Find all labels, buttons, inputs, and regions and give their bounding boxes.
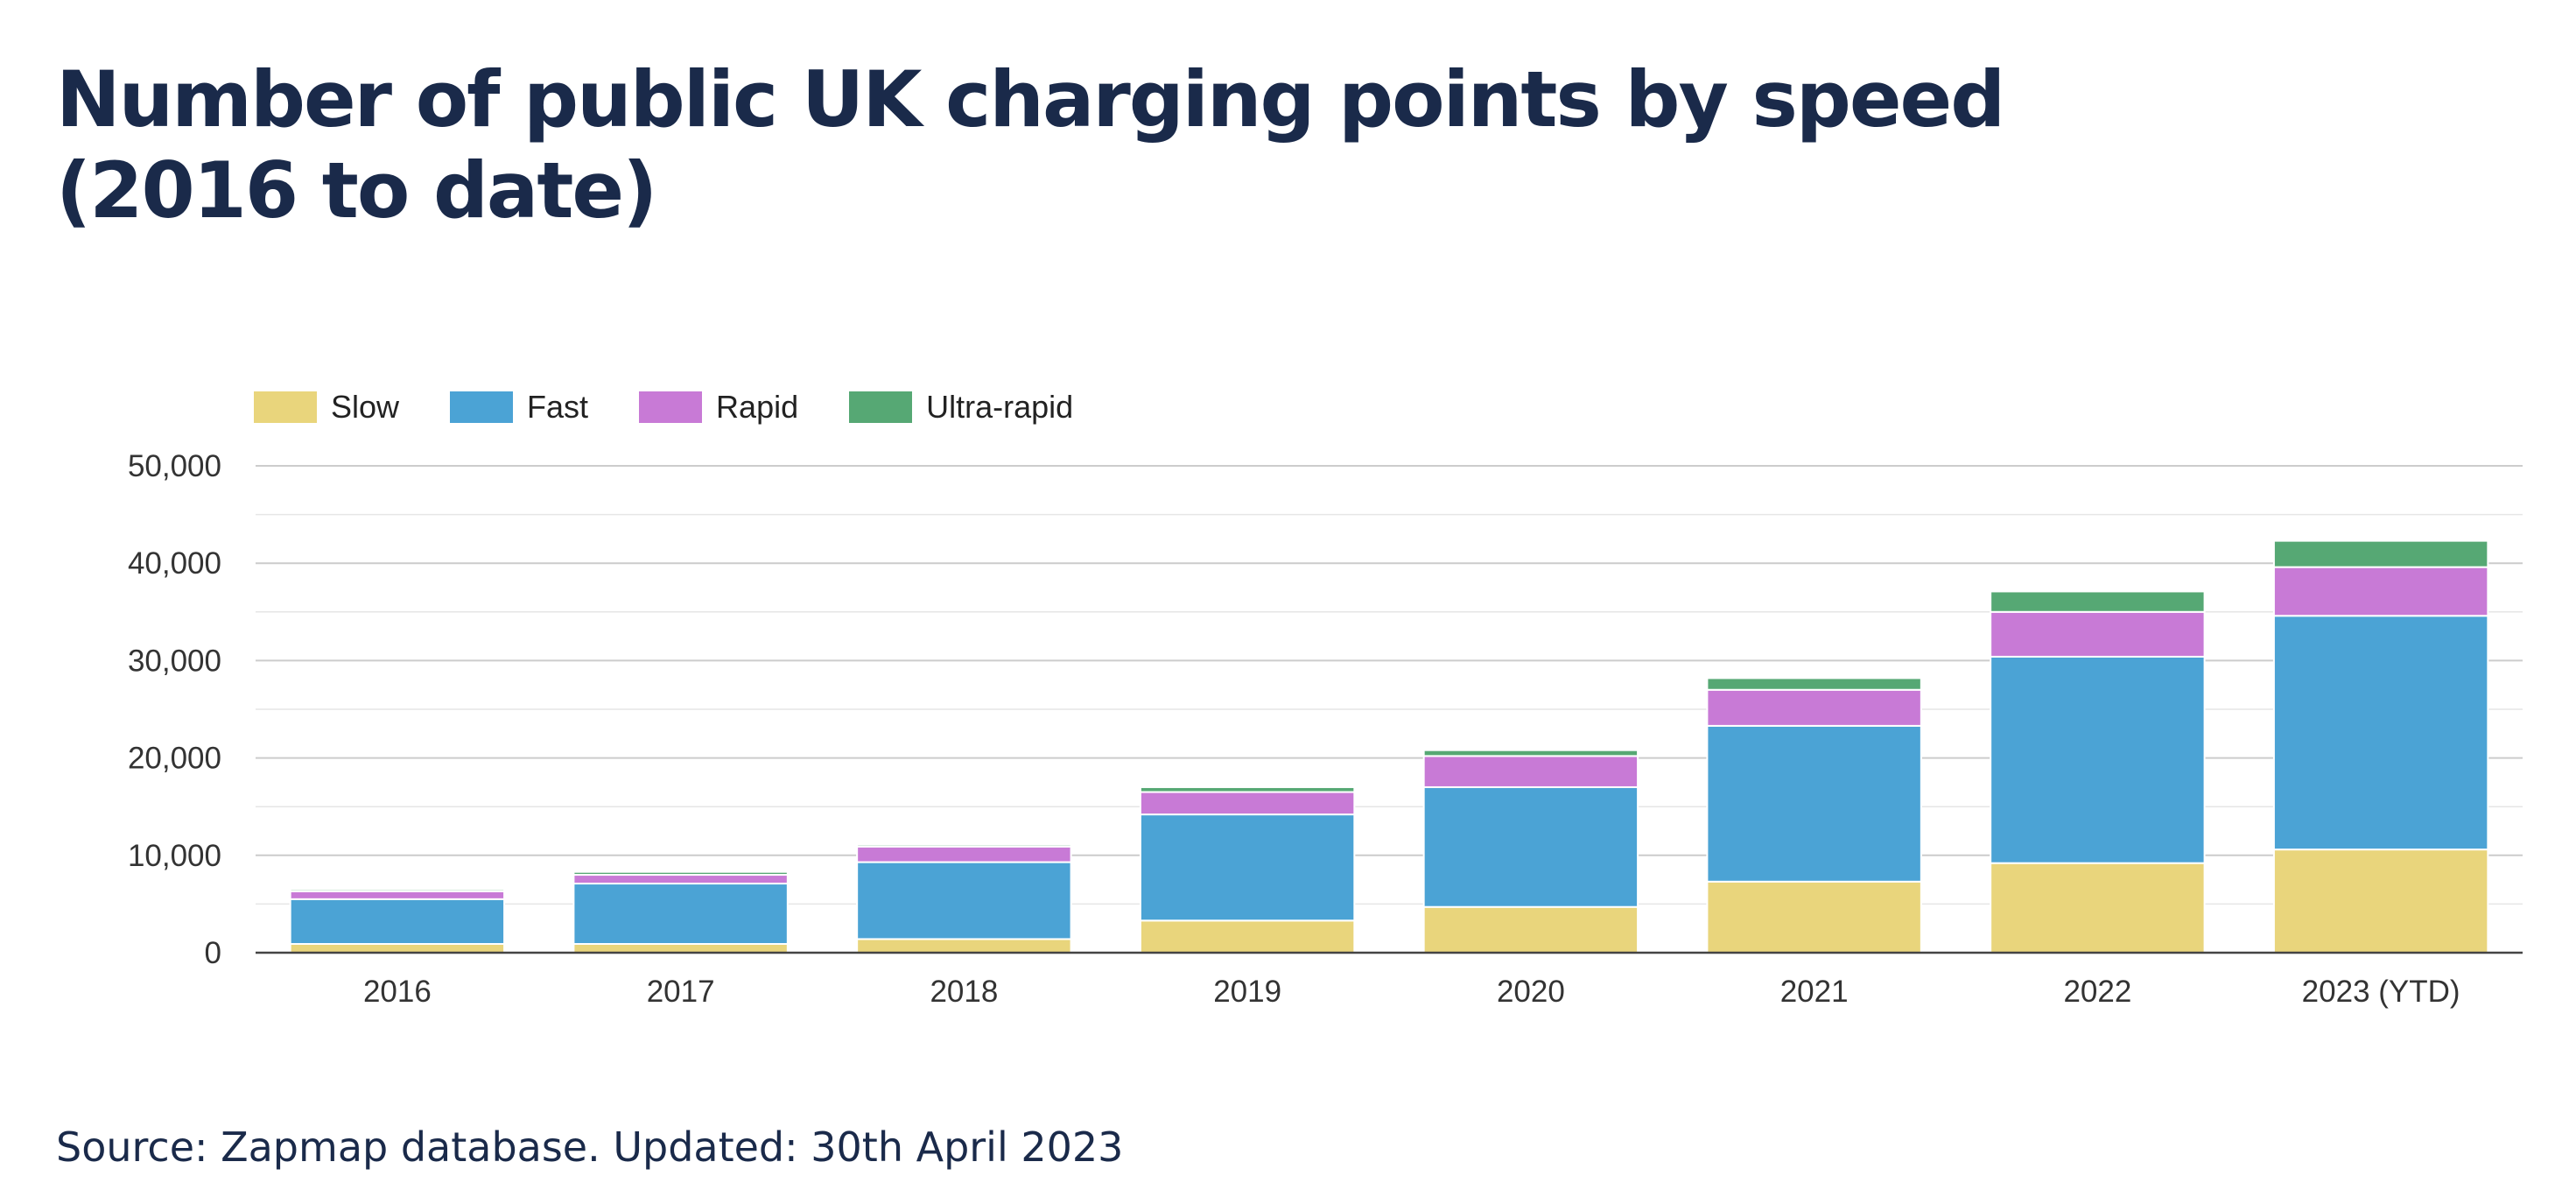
x-tick-label: 2020 [1497, 975, 1565, 1009]
legend-item-ultra-rapid[interactable]: Ultra-rapid [849, 389, 1073, 426]
bars [289, 539, 2489, 954]
bar-segment-ultra-rapid-2016[interactable] [289, 888, 506, 892]
y-tick-label: 20,000 [128, 742, 221, 776]
y-tick-label: 50,000 [128, 449, 221, 483]
bar-segment-rapid-2017[interactable] [572, 874, 789, 885]
y-tick-label: 40,000 [128, 546, 221, 581]
source-note: Source: Zapmap database. Updated: 30th A… [56, 1123, 1124, 1171]
x-tick-label: 2018 [930, 975, 998, 1009]
bar-segment-ultra-rapid-2021[interactable] [1706, 677, 1922, 691]
y-tick-label: 0 [205, 936, 221, 970]
x-tick-label: 2021 [1780, 975, 1849, 1009]
legend-swatch-ultra-rapid [849, 391, 913, 423]
x-tick-label: 2023 (YTD) [2302, 975, 2460, 1009]
bar-segment-slow-2023-ytd[interactable] [2272, 848, 2489, 954]
bar-segment-ultra-rapid-2020[interactable] [1422, 749, 1639, 757]
bar-segment-fast-2018[interactable] [856, 861, 1072, 940]
bar-segment-slow-2020[interactable] [1422, 905, 1639, 954]
bar-segment-ultra-rapid-2018[interactable] [856, 843, 1072, 848]
bar-segment-slow-2016[interactable] [289, 942, 506, 954]
x-tick-label: 2016 [363, 975, 432, 1009]
x-tick-label: 2017 [647, 975, 715, 1009]
y-tick-label: 10,000 [128, 839, 221, 873]
bar-segment-slow-2018[interactable] [856, 938, 1072, 954]
legend-swatch-fast [450, 391, 514, 423]
bar-segment-slow-2017[interactable] [572, 942, 789, 954]
bar-segment-ultra-rapid-2023-ytd[interactable] [2272, 539, 2489, 568]
bar-segment-rapid-2020[interactable] [1422, 755, 1639, 788]
x-tick-label: 2019 [1213, 975, 1281, 1009]
legend-label-ultra-rapid: Ultra-rapid [926, 389, 1074, 425]
bar-segment-rapid-2018[interactable] [856, 845, 1072, 863]
bar-segment-rapid-2022[interactable] [1990, 610, 2206, 658]
bar-segment-rapid-2023-ytd[interactable] [2272, 566, 2489, 617]
bar-segment-slow-2022[interactable] [1990, 862, 2206, 954]
bar-segment-ultra-rapid-2022[interactable] [1990, 590, 2206, 613]
legend-swatch-slow [254, 391, 317, 423]
legend-item-slow[interactable]: Slow [254, 389, 399, 426]
chart-title-line-1: Number of public UK charging points by s… [56, 54, 2005, 144]
bar-segment-fast-2019[interactable] [1139, 813, 1356, 922]
x-tick-label: 2022 [2063, 975, 2131, 1009]
bar-segment-fast-2023-ytd[interactable] [2272, 615, 2489, 851]
chart-legend: Slow Fast Rapid Ultra-rapid [254, 389, 1124, 426]
bar-segment-slow-2021[interactable] [1706, 880, 1922, 954]
legend-item-rapid[interactable]: Rapid [639, 389, 798, 426]
bar-segment-fast-2017[interactable] [572, 883, 789, 945]
legend-label-slow: Slow [331, 389, 400, 425]
bar-segment-ultra-rapid-2019[interactable] [1139, 785, 1356, 793]
bar-segment-fast-2021[interactable] [1706, 724, 1922, 883]
y-axis-tick-labels: 0 10,000 20,000 30,000 40,000 50,000 [128, 449, 221, 970]
bar-segment-slow-2019[interactable] [1139, 919, 1356, 954]
bar-segment-rapid-2021[interactable] [1706, 688, 1922, 727]
chart-title: Number of public UK charging points by s… [56, 54, 2157, 236]
legend-label-rapid: Rapid [716, 389, 799, 425]
legend-swatch-rapid [639, 391, 703, 423]
bar-segment-rapid-2019[interactable] [1139, 791, 1356, 816]
x-axis-tick-labels: 2016 2017 2018 2019 2020 2021 2022 2023 (YTD) [363, 975, 2460, 1009]
bar-segment-fast-2020[interactable] [1422, 785, 1639, 908]
bar-segment-fast-2016[interactable] [289, 898, 506, 945]
bar-segment-rapid-2016[interactable] [289, 890, 506, 900]
legend-item-fast[interactable]: Fast [450, 389, 588, 426]
bar-segment-fast-2022[interactable] [1990, 655, 2206, 864]
y-tick-label: 30,000 [128, 644, 221, 678]
legend-label-fast: Fast [527, 389, 589, 425]
chart-title-line-2: (2016 to date) [56, 145, 657, 236]
bar-segment-ultra-rapid-2017[interactable] [572, 870, 789, 877]
